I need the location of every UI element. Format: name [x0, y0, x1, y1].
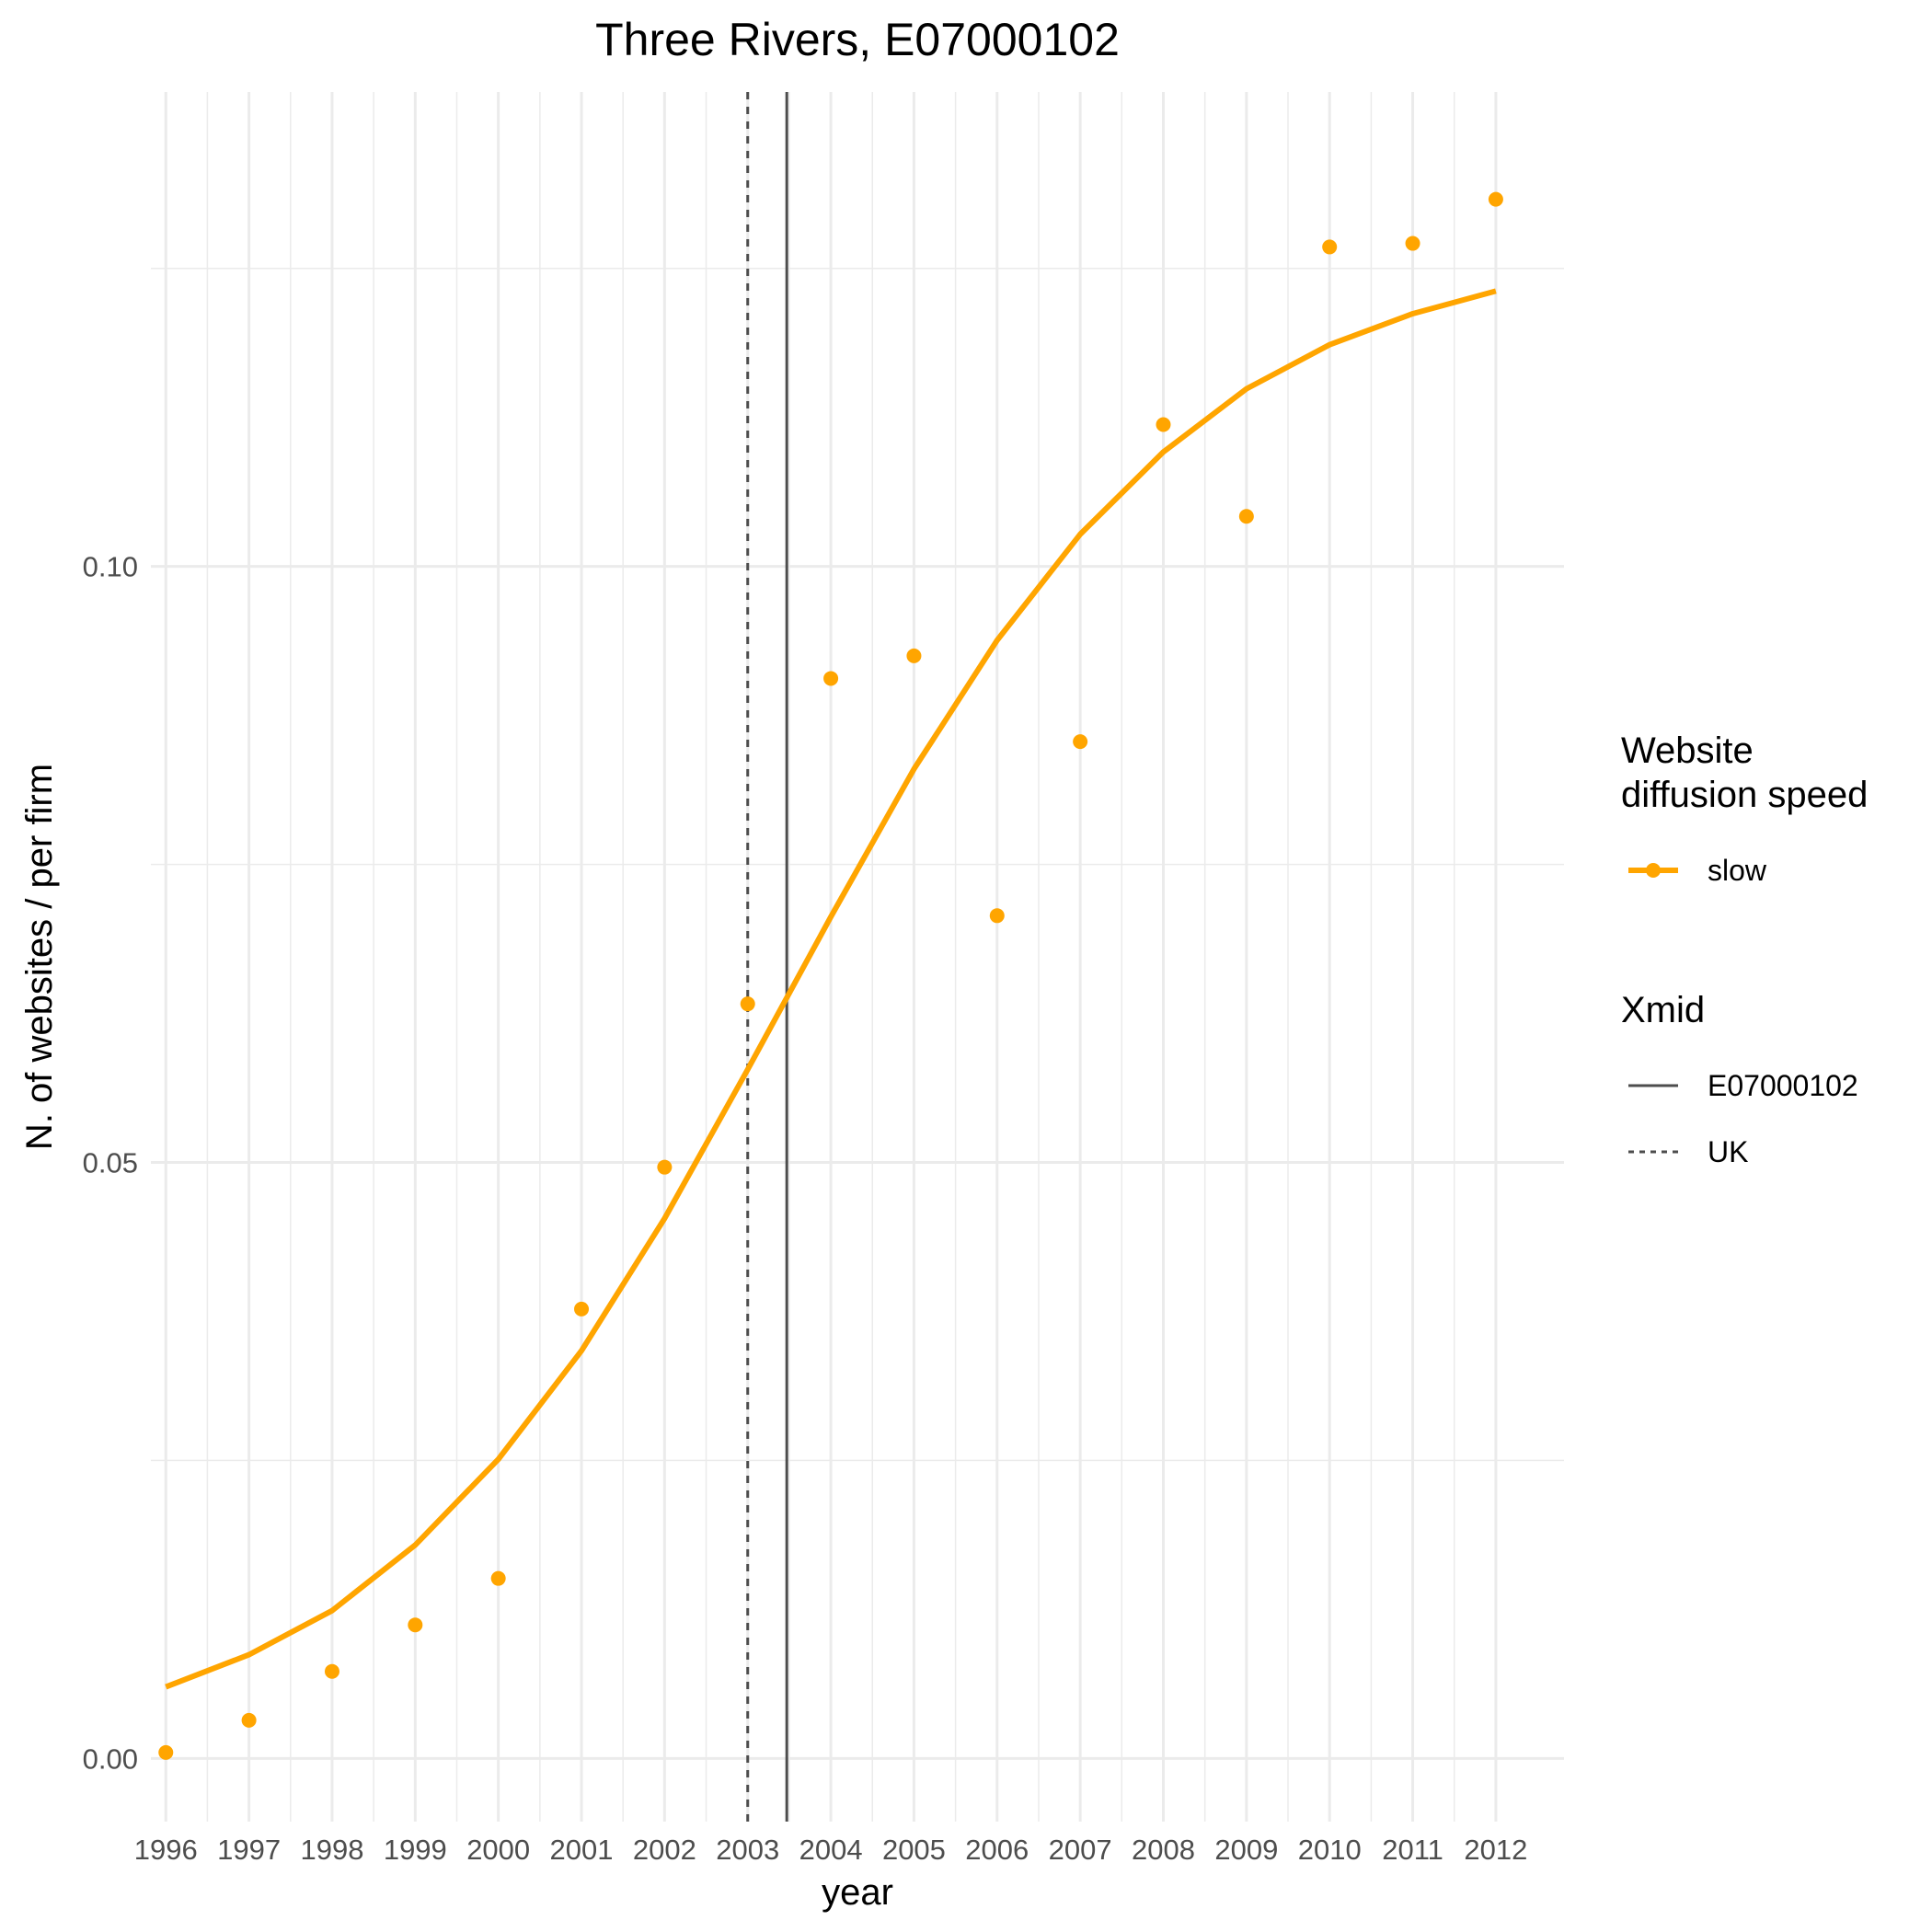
chart-title: Three Rivers, E07000102 [595, 14, 1120, 65]
x-tick-label: 2007 [1049, 1834, 1112, 1866]
x-tick-label: 2005 [882, 1834, 946, 1866]
x-tick-label: 2004 [799, 1834, 863, 1866]
legend-speed-title: Website diffusion speed [1621, 730, 1868, 815]
x-axis-title: year [822, 1872, 893, 1913]
x-tick-label: 1997 [217, 1834, 281, 1866]
x-tick-label: 2009 [1214, 1834, 1278, 1866]
legend-xmid-local-label: E07000102 [1708, 1069, 1858, 1102]
x-tick-label: 2012 [1464, 1834, 1527, 1866]
y-tick-labels: 0.00 0.05 0.10 [83, 551, 138, 1776]
data-point [408, 1617, 423, 1633]
data-point [906, 648, 922, 663]
data-point [1488, 191, 1503, 207]
legend-slow-point [1646, 863, 1661, 878]
series [158, 191, 1503, 1760]
x-tick-label: 1998 [300, 1834, 363, 1866]
x-tick-label: 2002 [633, 1834, 696, 1866]
reference-lines [746, 92, 788, 1822]
x-tick-label: 2011 [1382, 1834, 1443, 1866]
data-point [574, 1301, 590, 1317]
data-point [657, 1159, 673, 1175]
y-axis-title: N. of websites / per firm [19, 764, 60, 1150]
data-point [740, 996, 755, 1012]
data-point [1322, 239, 1338, 255]
data-point [1156, 417, 1171, 432]
x-tick-labels: 1996 1997 1998 1999 2000 2001 2002 2003 2004 2005… [134, 1834, 1528, 1866]
data-point [241, 1712, 257, 1728]
x-tick-label: 2010 [1298, 1834, 1362, 1866]
grid [151, 92, 1564, 1822]
data-point [989, 908, 1005, 924]
legend-speed: Website diffusion speed slow [1621, 730, 1868, 887]
y-tick-label: 0.10 [83, 551, 138, 583]
x-tick-label: 2001 [550, 1834, 614, 1866]
y-tick-label: 0.05 [83, 1147, 138, 1179]
data-point [1238, 509, 1254, 524]
fit-line [165, 288, 1497, 1690]
legend-xmid-uk-label: UK [1708, 1135, 1748, 1168]
legend-slow-label: slow [1708, 854, 1767, 887]
x-tick-label: 2008 [1132, 1834, 1195, 1866]
x-tick-label: 2006 [965, 1834, 1029, 1866]
data-point [1073, 734, 1088, 750]
y-tick-label: 0.00 [83, 1742, 138, 1775]
legend-xmid-title: Xmid [1621, 990, 1705, 1030]
x-tick-label: 1996 [134, 1834, 198, 1866]
data-point [490, 1570, 506, 1586]
data-point [158, 1744, 174, 1760]
x-tick-label: 1999 [384, 1834, 447, 1866]
data-point [324, 1663, 339, 1679]
data-point [823, 671, 839, 686]
legend-xmid: Xmid E07000102 UK [1621, 990, 1858, 1168]
x-tick-label: 2000 [466, 1834, 530, 1866]
x-tick-label: 2003 [716, 1834, 779, 1866]
data-point [1405, 236, 1420, 251]
